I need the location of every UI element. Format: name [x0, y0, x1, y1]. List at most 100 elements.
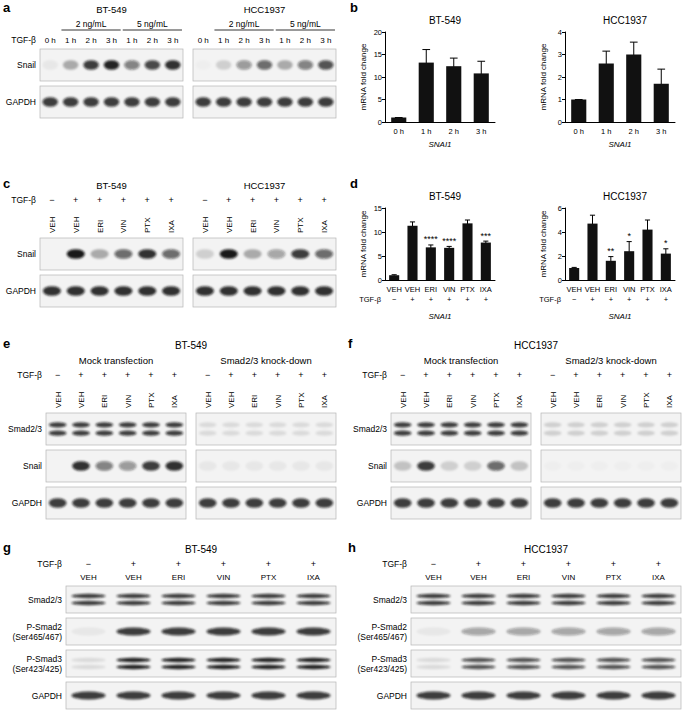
svg-text:−: − [86, 559, 91, 569]
svg-text:GAPDH: GAPDH [377, 691, 407, 701]
svg-text:2 ng/mL: 2 ng/mL [229, 19, 260, 29]
svg-text:+: + [521, 559, 526, 569]
svg-text:Mock transfection: Mock transfection [79, 355, 153, 366]
svg-text:2 h: 2 h [239, 36, 250, 45]
svg-text:+: + [125, 370, 130, 380]
svg-text:−: − [392, 295, 397, 304]
svg-text:Snail: Snail [368, 461, 387, 471]
svg-text:+: + [609, 295, 614, 304]
svg-text:+: + [102, 370, 107, 380]
svg-text:+: + [645, 295, 650, 304]
svg-text:+: + [573, 370, 578, 380]
svg-text:2: 2 [558, 252, 562, 261]
svg-text:6: 6 [558, 204, 562, 213]
svg-text:ERI: ERI [250, 395, 259, 408]
svg-text:TGF-β: TGF-β [11, 195, 36, 205]
svg-text:VEH: VEH [422, 391, 431, 408]
svg-text:−: − [205, 370, 210, 380]
svg-text:e: e [3, 336, 10, 351]
svg-text:1 h: 1 h [126, 36, 137, 45]
svg-text:3 h: 3 h [476, 127, 486, 136]
svg-text:10: 10 [374, 228, 382, 237]
svg-text:VIN: VIN [443, 285, 456, 294]
svg-text:1 h: 1 h [601, 127, 611, 136]
svg-text:1: 1 [558, 95, 562, 104]
svg-text:VEH: VEH [225, 216, 234, 233]
svg-text:HCC1937: HCC1937 [603, 191, 647, 202]
svg-text:TGF-β: TGF-β [11, 35, 36, 45]
svg-text:−: − [431, 559, 436, 569]
svg-text:GAPDH: GAPDH [6, 97, 36, 107]
svg-text:mRNA fold change: mRNA fold change [539, 210, 548, 277]
svg-text:TGF-β: TGF-β [382, 559, 407, 569]
svg-text:VIN: VIN [623, 285, 636, 294]
svg-text:+: + [597, 370, 602, 380]
svg-text:GAPDH: GAPDH [6, 286, 36, 296]
svg-text:VIN: VIN [272, 219, 281, 233]
svg-text:P-Smad2: P-Smad2 [372, 622, 408, 632]
svg-text:2: 2 [558, 73, 562, 82]
svg-text:+: + [429, 295, 434, 304]
svg-text:+: + [423, 370, 428, 380]
svg-text:TGF-β: TGF-β [37, 559, 62, 569]
svg-text:2 h: 2 h [449, 127, 459, 136]
svg-text:P-Smad3: P-Smad3 [27, 654, 63, 664]
svg-text:ERI: ERI [172, 573, 185, 582]
svg-text:1 h: 1 h [421, 127, 431, 136]
svg-text:g: g [3, 540, 11, 555]
svg-text:+: + [484, 295, 489, 304]
svg-text:−: − [572, 295, 577, 304]
svg-text:P-Smad2: P-Smad2 [27, 622, 63, 632]
svg-text:HCC1937: HCC1937 [244, 4, 286, 15]
svg-text:+: + [322, 370, 327, 380]
svg-text:+: + [465, 295, 470, 304]
svg-text:15: 15 [374, 204, 382, 213]
svg-text:+: + [176, 559, 181, 569]
svg-text:2 h: 2 h [86, 36, 97, 45]
svg-text:3 h: 3 h [106, 36, 117, 45]
svg-text:0 h: 0 h [198, 36, 209, 45]
svg-text:*: * [664, 238, 668, 248]
svg-text:BT-549: BT-549 [175, 340, 208, 351]
svg-text:VIN: VIN [469, 394, 478, 408]
svg-text:0: 0 [558, 118, 562, 127]
svg-text:BT-549: BT-549 [96, 180, 127, 191]
svg-text:+: + [447, 370, 452, 380]
svg-text:VIN: VIN [274, 394, 283, 408]
svg-text:−: − [550, 370, 555, 380]
svg-text:VEH: VEH [405, 285, 420, 294]
svg-text:h: h [348, 540, 356, 555]
svg-text:2 ng/mL: 2 ng/mL [76, 19, 107, 29]
svg-text:IXA: IXA [320, 219, 329, 233]
svg-text:+: + [274, 195, 279, 205]
svg-text:+: + [78, 370, 83, 380]
svg-text:0 h: 0 h [574, 127, 584, 136]
svg-text:VEH: VEH [80, 573, 97, 582]
svg-text:****: **** [442, 236, 457, 246]
svg-text:TGF-β: TGF-β [539, 295, 561, 304]
svg-text:BT-549: BT-549 [96, 4, 127, 15]
svg-text:(Ser423/425): (Ser423/425) [12, 664, 62, 674]
svg-text:+: + [470, 370, 475, 380]
svg-text:1 h: 1 h [279, 36, 290, 45]
svg-text:0 h: 0 h [45, 36, 56, 45]
svg-text:VEH: VEH [470, 573, 487, 582]
svg-text:VEH: VEH [425, 573, 442, 582]
svg-text:2 h: 2 h [147, 36, 158, 45]
svg-text:VEH: VEH [227, 391, 236, 408]
svg-text:VIN: VIN [119, 219, 128, 233]
svg-text:Smad2/3: Smad2/3 [353, 424, 387, 434]
svg-text:IXA: IXA [167, 219, 176, 233]
svg-text:4: 4 [558, 28, 562, 37]
svg-text:+: + [611, 559, 616, 569]
svg-text:ERI: ERI [249, 220, 258, 233]
svg-text:5: 5 [378, 95, 382, 104]
svg-text:+: + [221, 559, 226, 569]
svg-text:HCC1937: HCC1937 [244, 180, 286, 191]
svg-text:3 h: 3 h [167, 36, 178, 45]
svg-text:+: + [311, 559, 316, 569]
svg-text:Snail: Snail [17, 60, 36, 70]
svg-text:mRNA fold change: mRNA fold change [359, 43, 368, 110]
svg-text:SNAI1: SNAI1 [608, 312, 631, 321]
svg-text:3 h: 3 h [259, 36, 270, 45]
